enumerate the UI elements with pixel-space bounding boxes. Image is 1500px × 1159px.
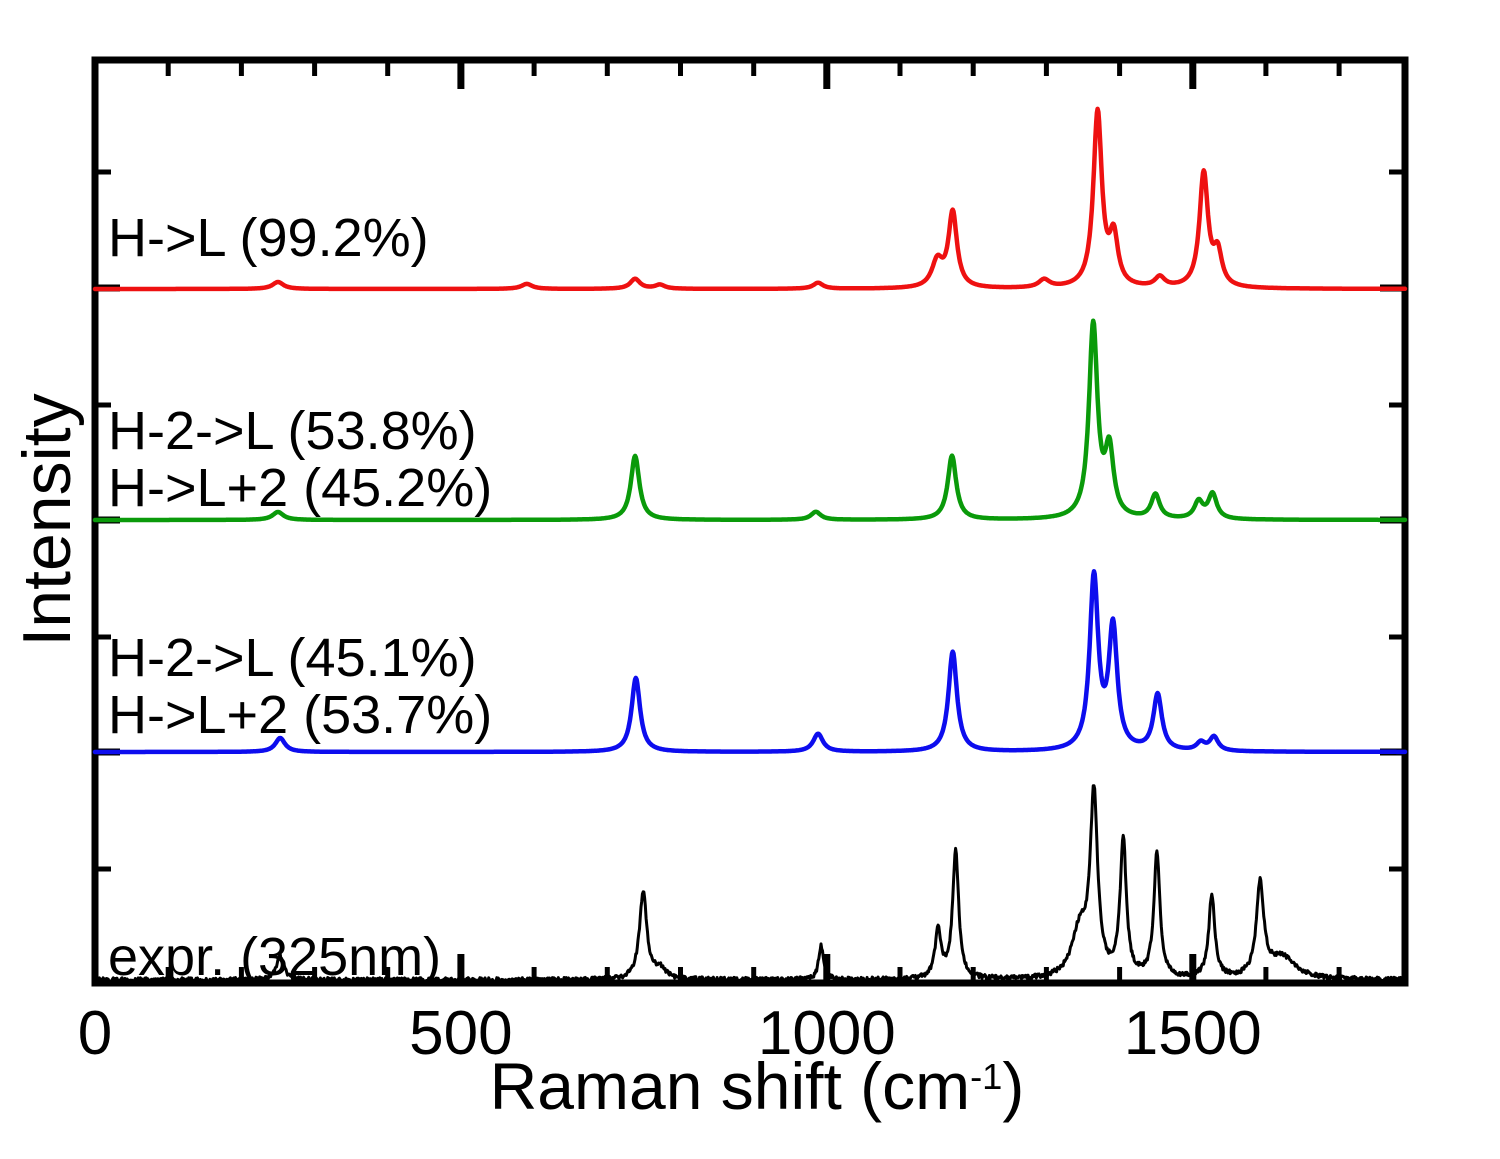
spectrum-calc-H-to-L: [92, 106, 1408, 292]
trace-label-black: expr. (325nm): [108, 929, 441, 986]
spectrum-experimental-325nm: [93, 784, 1407, 983]
x-axis-label: Raman shift (cm-1): [490, 1048, 1025, 1124]
x-tick-label-1500: 1500: [1123, 999, 1262, 1068]
spectrum-calc-mix-53.8: [92, 318, 1408, 523]
x-tick-label-500: 500: [409, 999, 513, 1068]
trace-label-blue-line1: H-2->L (45.1%): [108, 628, 477, 688]
x-tick-label-1000: 1000: [757, 999, 896, 1068]
y-axis-label: Intensity: [9, 393, 85, 647]
x-axis-label-close: ): [1002, 1049, 1025, 1123]
trace-label-green: H-2->L (53.8%) H->L+2 (45.2%): [108, 403, 492, 517]
trace-label-green-line1: H-2->L (53.8%): [108, 401, 477, 461]
x-axis-label-superscript: -1: [970, 1056, 1003, 1098]
x-tick-label-0: 0: [77, 999, 113, 1068]
trace-label-red-line1: H->L (99.2%): [108, 208, 429, 268]
trace-label-blue: H-2->L (45.1%) H->L+2 (53.7%): [108, 630, 492, 744]
trace-label-green-line2: H->L+2 (45.2%): [108, 458, 493, 518]
spectrum-calc-mix-45.1: [92, 569, 1408, 755]
trace-label-blue-line2: H->L+2 (53.7%): [108, 685, 493, 745]
trace-label-black-line1: expr. (325nm): [108, 927, 442, 987]
x-axis-label-text: Raman shift (cm: [489, 1049, 971, 1123]
trace-label-red: H->L (99.2%): [108, 210, 429, 267]
